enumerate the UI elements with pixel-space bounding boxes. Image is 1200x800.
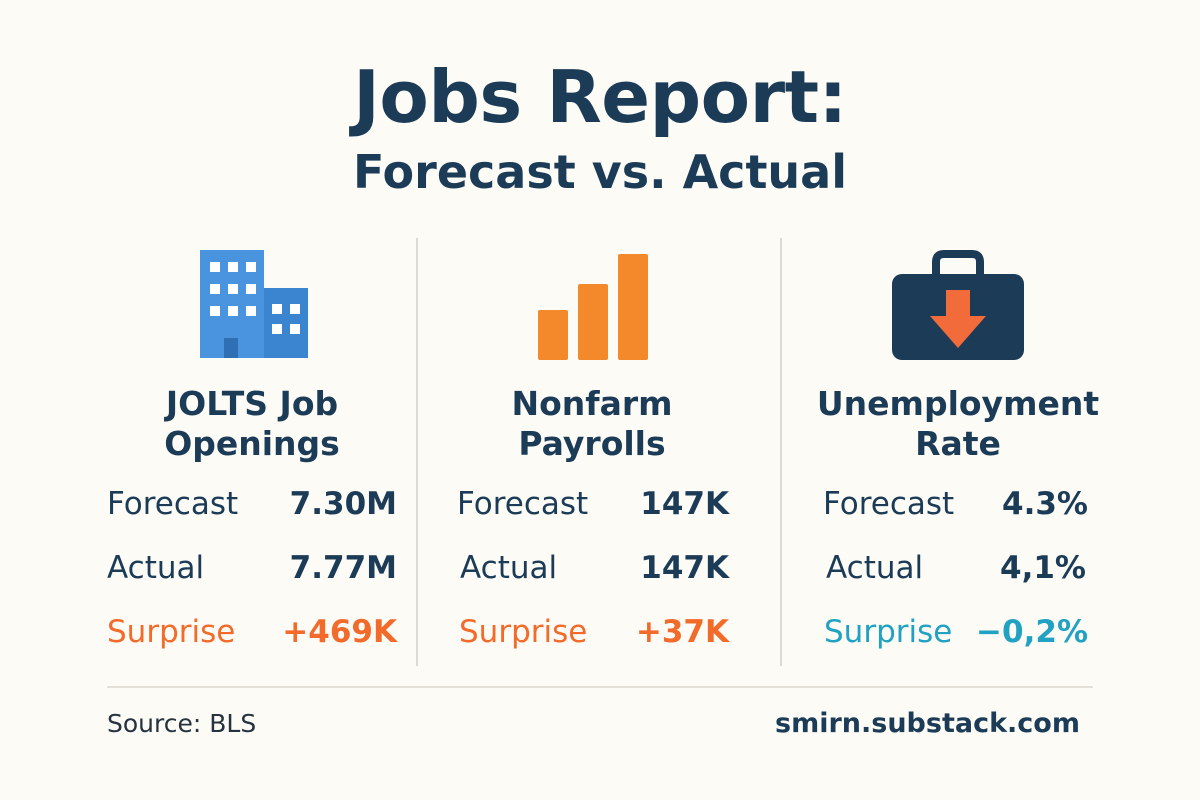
metric-title-line: Unemployment	[816, 384, 1100, 423]
footer-divider	[107, 686, 1093, 688]
metric-title: Unemployment Rate	[798, 384, 1118, 464]
forecast-label: Forecast	[457, 486, 589, 522]
surprise-row: Surprise +37K	[459, 610, 729, 654]
page-subtitle: Forecast vs. Actual	[352, 145, 847, 199]
surprise-row: Surprise +469K	[107, 610, 397, 654]
office-building-icon	[200, 250, 308, 358]
metric-title-line: JOLTS Job	[165, 384, 339, 423]
actual-row: Actual 147K	[460, 546, 729, 590]
source-note: Source: BLS	[107, 709, 257, 738]
forecast-label: Forecast	[823, 486, 955, 522]
surprise-label: Surprise	[824, 614, 953, 650]
actual-row: Actual 4,1%	[826, 546, 1086, 590]
actual-value: 7.77M	[289, 550, 397, 586]
forecast-row: Forecast 7.30M	[107, 482, 397, 526]
actual-value: 4,1%	[1000, 550, 1086, 586]
surprise-value: −0,2%	[976, 614, 1088, 650]
metric-title-line: Nonfarm	[511, 384, 673, 423]
page-title: Jobs Report:	[353, 55, 847, 139]
column-divider	[780, 238, 782, 666]
actual-label: Actual	[107, 550, 205, 586]
actual-label: Actual	[460, 550, 558, 586]
surprise-row: Surprise −0,2%	[824, 610, 1088, 654]
bar-chart-icon	[538, 254, 648, 360]
actual-label: Actual	[826, 550, 924, 586]
forecast-row: Forecast 4.3%	[823, 482, 1088, 526]
surprise-value: +37K	[635, 614, 729, 650]
actual-value: 147K	[640, 550, 729, 586]
metric-title-line: Payrolls	[518, 424, 666, 463]
forecast-row: Forecast 147K	[457, 482, 729, 526]
actual-row: Actual 7.77M	[107, 546, 397, 590]
forecast-value: 4.3%	[1002, 486, 1088, 522]
metric-title: JOLTS Job Openings	[92, 384, 412, 464]
metric-title-line: Openings	[164, 424, 340, 463]
metric-title: Nonfarm Payrolls	[432, 384, 752, 464]
surprise-label: Surprise	[107, 614, 236, 650]
briefcase-down-arrow-icon	[892, 250, 1024, 360]
surprise-value: +469K	[282, 614, 397, 650]
forecast-value: 7.30M	[289, 486, 397, 522]
site-credit: smirn.substack.com	[775, 708, 1080, 739]
column-divider	[416, 238, 418, 666]
forecast-label: Forecast	[107, 486, 239, 522]
forecast-value: 147K	[640, 486, 729, 522]
metric-title-line: Rate	[915, 424, 1001, 463]
surprise-label: Surprise	[459, 614, 588, 650]
